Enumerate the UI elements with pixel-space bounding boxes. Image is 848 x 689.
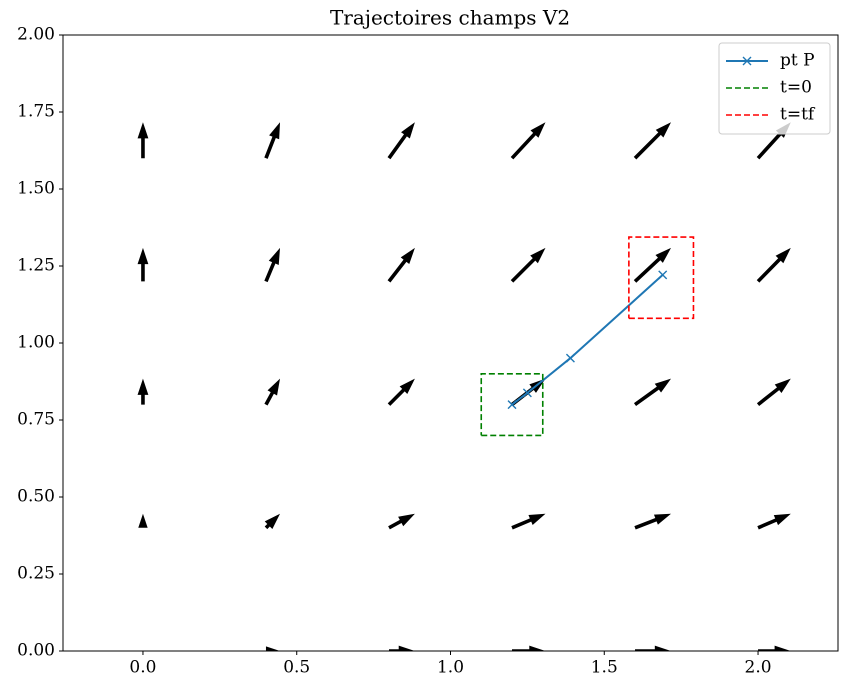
quiver-arrow	[265, 646, 281, 651]
chart-title: Trajectoires champs V2	[330, 6, 570, 30]
quiver-arrow	[634, 513, 672, 530]
quiver-arrow	[137, 122, 149, 159]
legend-box	[718, 42, 831, 135]
quiver-arrow	[264, 378, 281, 406]
quiver-arrow	[138, 513, 148, 528]
legend-label: pt P	[780, 51, 815, 71]
series-marker	[507, 400, 517, 410]
series-marker	[658, 270, 668, 280]
quiver-arrow	[264, 247, 281, 283]
series-line	[480, 372, 544, 437]
x-tick-label: 2.0	[745, 658, 772, 678]
quiver-arrow	[757, 513, 791, 530]
quiver-arrow	[633, 247, 672, 283]
legend-marker	[742, 56, 752, 66]
quiver-arrow	[387, 378, 415, 406]
quiver-arrow	[388, 645, 415, 651]
quiver-arrow	[511, 513, 546, 530]
y-tick-label: 1.50	[17, 179, 55, 199]
quiver-arrow	[387, 247, 415, 283]
quiver-arrow	[756, 378, 791, 407]
quiver-arrow	[137, 378, 149, 405]
x-tick-label: 1.0	[437, 658, 464, 678]
series-line	[628, 236, 695, 320]
x-tick-label: 1.5	[591, 658, 618, 678]
quiver-arrow	[264, 122, 281, 159]
quiver-arrow	[137, 247, 149, 282]
y-tick-label: 1.00	[17, 333, 55, 353]
plot-frame	[62, 34, 839, 652]
quiver-arrow	[510, 247, 546, 283]
series-line	[511, 274, 664, 406]
quiver-arrow	[512, 645, 546, 651]
y-tick-label: 0.25	[17, 564, 55, 584]
plot-area	[137, 122, 791, 651]
y-tick-label: 0.50	[17, 487, 55, 507]
quiver-arrow	[264, 513, 281, 530]
y-tick-label: 1.25	[17, 256, 55, 276]
quiver-arrow	[633, 122, 672, 160]
series-marker	[522, 388, 532, 398]
quiver-arrow	[510, 122, 546, 160]
quiver-arrow	[758, 645, 791, 651]
quiver-arrow	[633, 378, 672, 407]
quiver-arrow	[387, 122, 415, 160]
y-tick-label: 1.75	[17, 102, 55, 122]
series-marker	[565, 353, 575, 363]
x-tick-label: 0.5	[283, 658, 310, 678]
quiver-arrow	[756, 247, 791, 283]
legend-label: t=0	[780, 78, 812, 98]
x-tick-label: 0.0	[129, 658, 156, 678]
y-tick-label: 0.75	[17, 410, 55, 430]
y-tick-label: 2.00	[17, 25, 55, 45]
quiver-arrow	[388, 513, 415, 530]
quiver-arrow	[635, 645, 672, 651]
y-tick-label: 0.00	[17, 641, 55, 661]
legend-label: t=tf	[780, 105, 816, 125]
